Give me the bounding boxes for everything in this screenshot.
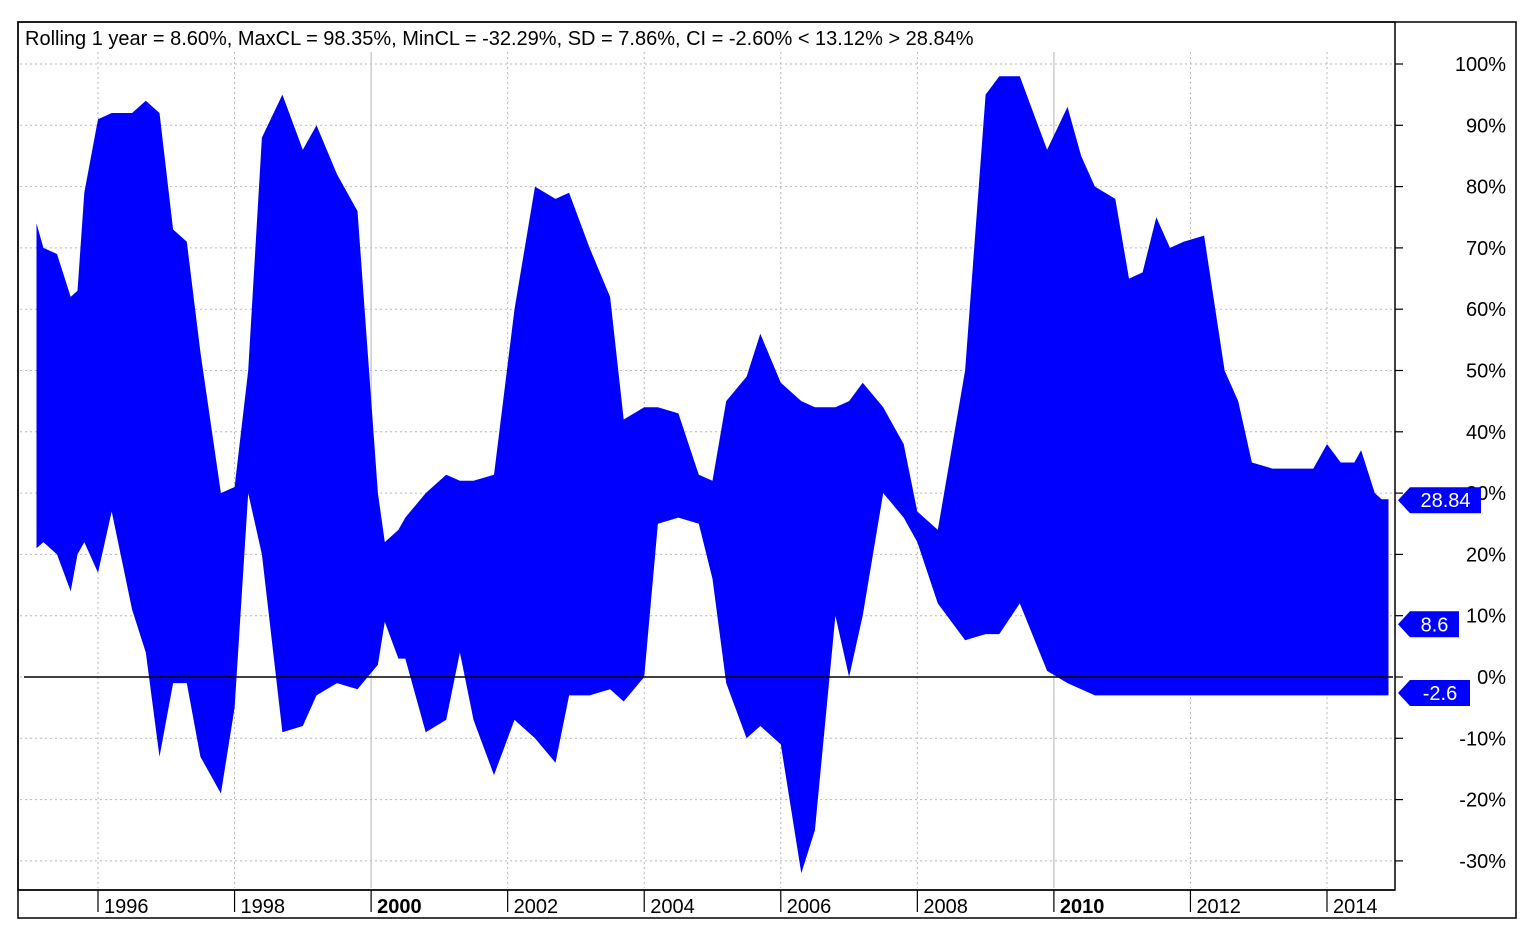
- value-marker-box: [1398, 487, 1481, 514]
- x-tick-label: 2008: [923, 896, 968, 918]
- y-tick-label: 50%: [1466, 361, 1506, 383]
- x-tick-label: 1998: [241, 896, 285, 918]
- x-tick-label: 2010: [1060, 896, 1105, 918]
- value-marker-box: [1398, 679, 1470, 706]
- value-marker: -2.6: [1398, 679, 1470, 706]
- y-tick-label: -30%: [1459, 851, 1506, 873]
- x-tick-label: 2004: [650, 896, 695, 918]
- value-marker-box: [1398, 611, 1459, 638]
- value-marker: 28.84: [1398, 487, 1481, 514]
- value-markers: 28.84 8.6 -2.6: [1398, 487, 1481, 706]
- x-tick-label: 2002: [514, 896, 559, 918]
- y-tick-label: 0%: [1477, 667, 1506, 689]
- y-tick-label: 70%: [1466, 238, 1506, 260]
- y-tick-label: 90%: [1466, 115, 1506, 137]
- x-tick-label: 2014: [1333, 896, 1378, 918]
- y-axis-ticks: -30%-20%-10%0%10%20%30%40%50%60%70%80%90…: [1395, 54, 1506, 873]
- value-marker-label: -2.6: [1423, 683, 1457, 705]
- value-marker: 8.6: [1398, 611, 1459, 638]
- y-tick-label: 80%: [1466, 177, 1506, 199]
- value-marker-label: 28.84: [1420, 490, 1470, 512]
- y-tick-label: 10%: [1466, 606, 1506, 628]
- y-tick-label: 60%: [1466, 299, 1506, 321]
- y-tick-label: 40%: [1466, 422, 1506, 444]
- chart-title: Rolling 1 year = 8.60%, MaxCL = 98.35%, …: [25, 28, 974, 50]
- band-area: [36, 76, 1389, 874]
- y-tick-label: -20%: [1459, 790, 1506, 812]
- confidence-band: [36, 76, 1389, 874]
- x-tick-label: 2012: [1196, 896, 1241, 918]
- x-axis-ticks: 1996 1998 2000 2002 2004 2006 2008 2010 2012 2014: [97, 890, 1378, 918]
- y-tick-label: 100%: [1455, 54, 1506, 76]
- outer-frame: [17, 21, 1517, 919]
- x-tick-label: 2000: [377, 896, 422, 918]
- y-tick-label: -10%: [1459, 728, 1506, 750]
- x-tick-label: 2006: [787, 896, 832, 918]
- value-marker-label: 8.6: [1421, 614, 1449, 636]
- y-tick-label: 20%: [1466, 544, 1506, 566]
- x-tick-label: 1996: [104, 896, 149, 918]
